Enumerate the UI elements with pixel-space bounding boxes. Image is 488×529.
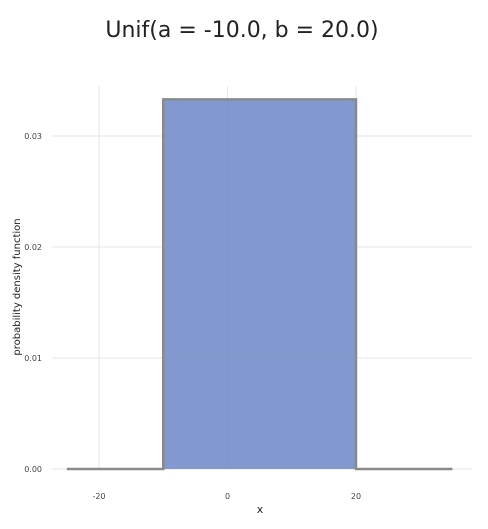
y-tick-label: 0.01	[24, 354, 42, 363]
chart-title: Unif(a = -10.0, b = 20.0)	[105, 18, 378, 43]
density-fill-area	[163, 99, 356, 469]
y-tick-label: 0.00	[24, 465, 42, 474]
density-fill-layer	[163, 99, 356, 469]
x-tick-labels: -20 0 20	[92, 492, 361, 501]
y-tick-labels: 0.00 0.01 0.02 0.03	[24, 132, 42, 474]
density-line-layer	[66, 98, 453, 471]
y-axis-label: probability density function	[12, 218, 23, 355]
x-tick-label: -20	[92, 492, 105, 501]
y-tick-label: 0.03	[24, 132, 42, 141]
density-line	[66, 98, 453, 471]
x-tick-label: 20	[351, 492, 361, 501]
x-tick-label: 0	[225, 492, 230, 501]
y-tick-label: 0.02	[24, 243, 42, 252]
x-axis-label: x	[257, 503, 264, 516]
